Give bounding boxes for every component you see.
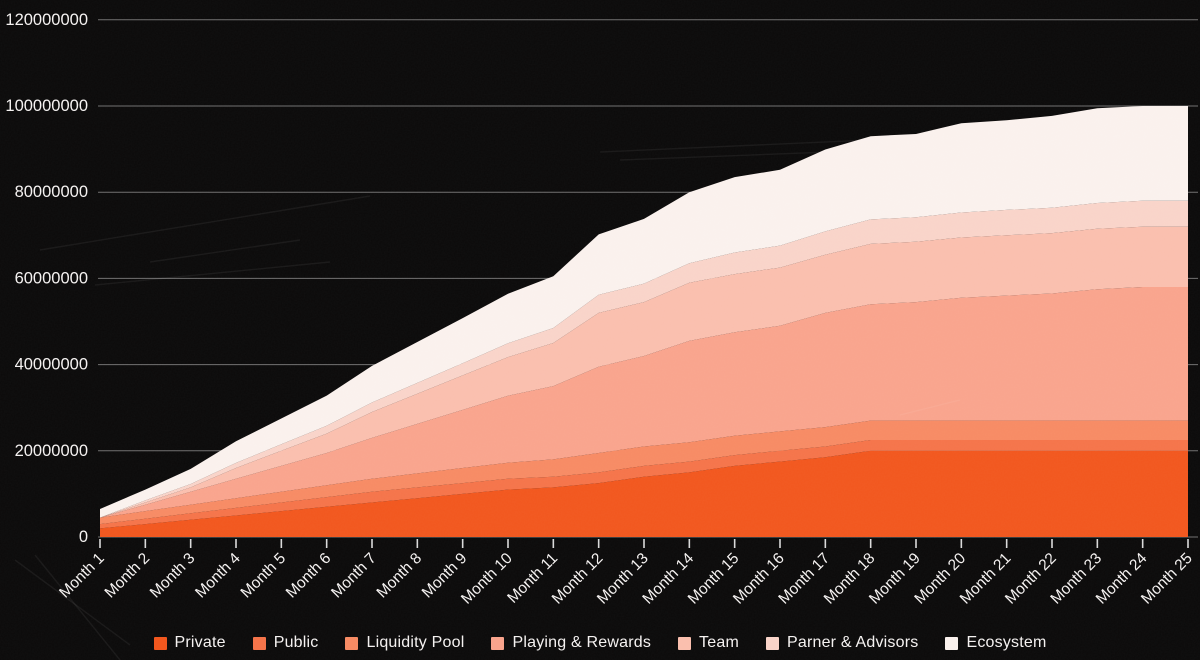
legend-swatch-icon — [945, 636, 959, 650]
legend-item-private: Private — [153, 634, 226, 651]
legend-label: Team — [699, 634, 739, 651]
chart-legend: Private Public Liquidity Pool Playing & Rew… — [0, 630, 1200, 656]
legend-swatch-icon — [252, 636, 266, 650]
legend-swatch-icon — [765, 636, 779, 650]
legend-item-liquidity-pool: Liquidity Pool — [345, 635, 464, 651]
legend-swatch-icon — [491, 636, 505, 650]
legend-label: Parner & Advisors — [786, 634, 919, 651]
legend-item-ecosystem: Ecosystem — [945, 635, 1046, 651]
legend-swatch-icon — [153, 636, 167, 650]
legend-item-parner-advisors: Parner & Advisors — [765, 634, 919, 651]
legend-label: Ecosystem — [966, 634, 1047, 651]
legend-swatch-icon — [345, 636, 359, 650]
legend-swatch-icon — [678, 636, 692, 650]
legend-item-playing-rewards: Playing & Rewards — [491, 635, 651, 651]
legend-item-team: Team — [678, 635, 739, 651]
legend-label: Public — [273, 634, 319, 651]
legend-label: Private — [174, 634, 226, 651]
legend-label: Liquidity Pool — [366, 634, 465, 651]
legend-item-public: Public — [252, 634, 319, 651]
legend-label: Playing & Rewards — [512, 634, 652, 651]
